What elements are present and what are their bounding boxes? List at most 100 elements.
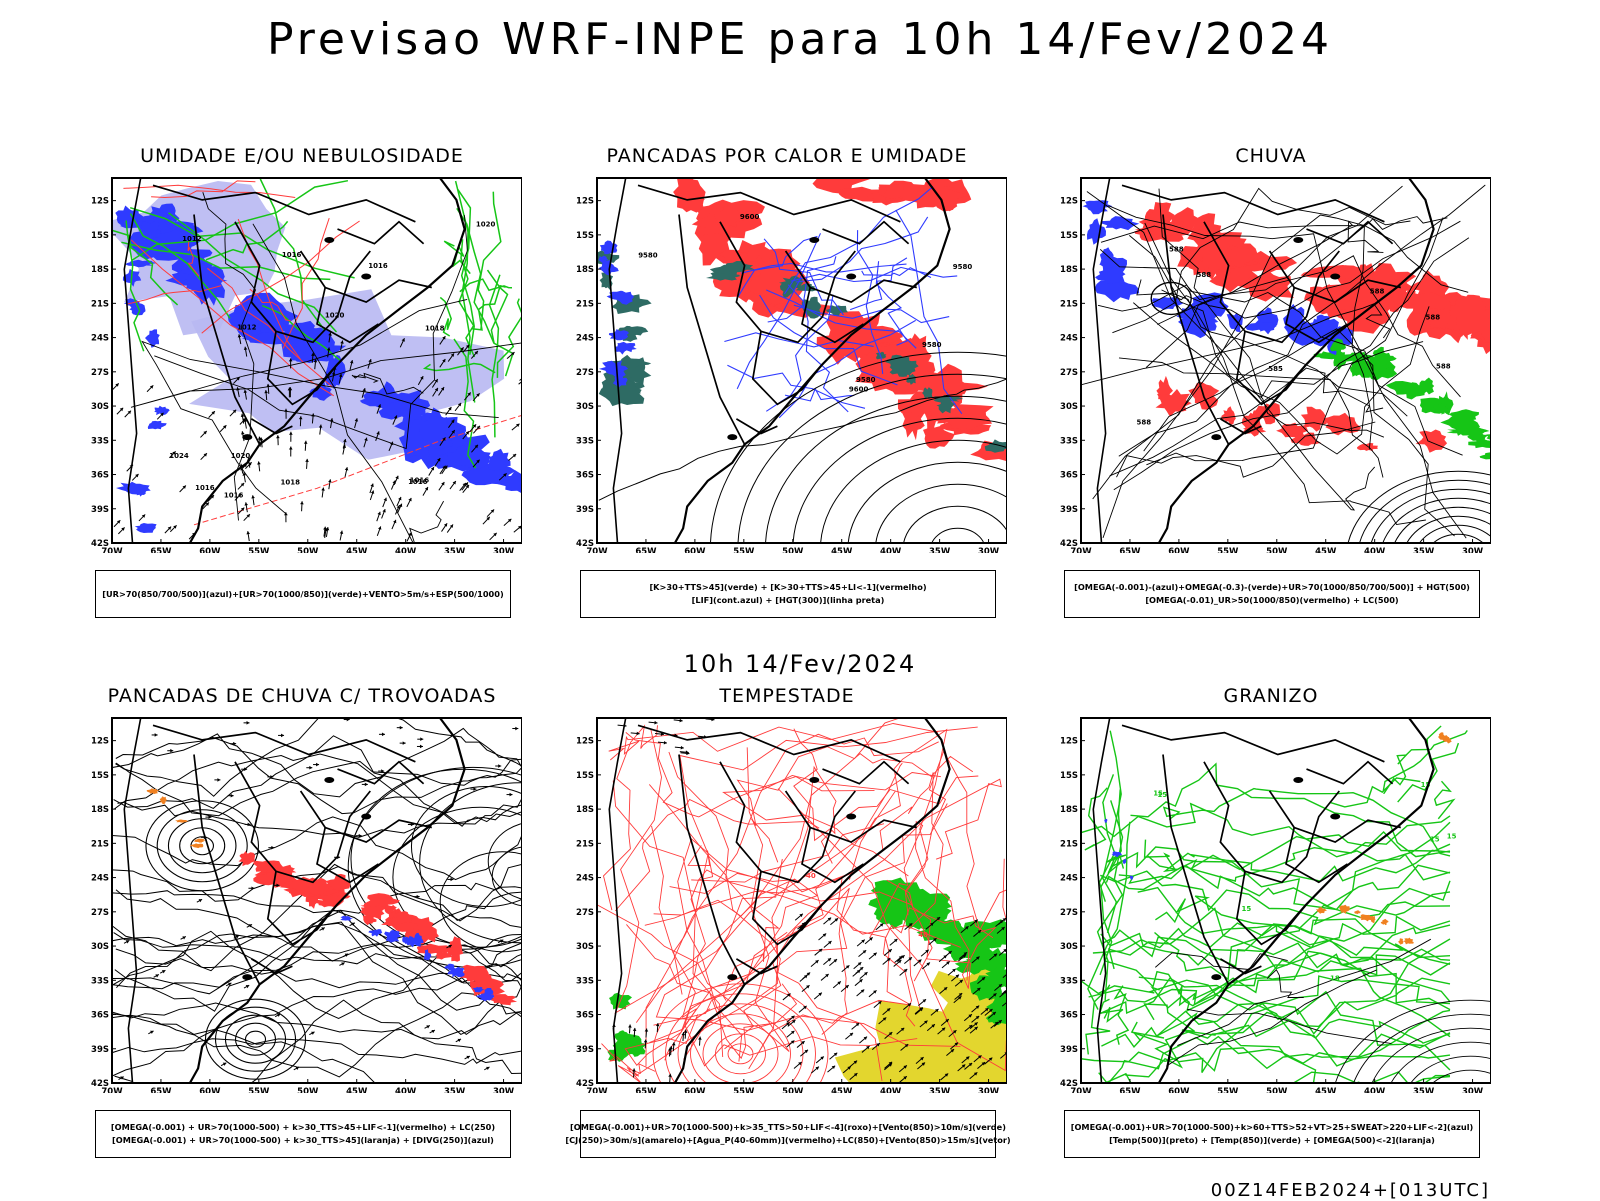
lon-label: 45W [1315, 1087, 1337, 1093]
contour-label: 18 [1330, 975, 1340, 983]
forecast-time-label: 10h 14/Fev/2024 [0, 650, 1600, 678]
temp500-contour [1267, 970, 1304, 998]
lon-label: 35W [929, 1087, 951, 1093]
hail-area [1104, 819, 1107, 823]
lat-label: 39S [1060, 505, 1078, 515]
temp850-contour [1384, 755, 1407, 794]
lon-label: 40W [880, 547, 902, 553]
omega-area [1403, 938, 1414, 945]
hgt300-contour [848, 462, 1007, 553]
lc850-contour [691, 1014, 791, 1093]
lon-label: 60W [199, 547, 221, 553]
lat-label: 15S [576, 771, 594, 781]
lon-label: 40W [1364, 1087, 1386, 1093]
lat-label: 27S [91, 368, 109, 378]
lat-label: 36S [1060, 471, 1078, 481]
lat-label: 30S [576, 402, 594, 412]
map-layer [107, 713, 523, 1093]
contour-label: 588 [1196, 271, 1211, 279]
wind-vector [633, 1028, 637, 1031]
wind-vector [345, 467, 349, 470]
lake [1293, 237, 1303, 243]
lat-label: 33S [576, 976, 594, 986]
lat-label: 33S [91, 436, 109, 446]
contour-label: 588 [1370, 288, 1385, 296]
wind-vector [257, 461, 261, 464]
lon-label: 70W [586, 547, 608, 553]
lat-label: 21S [91, 839, 109, 849]
lat-label: 30S [91, 402, 109, 412]
lat-label: 18S [1060, 805, 1078, 815]
hgt500-contour [1346, 471, 1491, 553]
lat-label: 39S [576, 505, 594, 515]
wind-vector [644, 1039, 648, 1042]
lon-label: 40W [395, 1087, 417, 1093]
streamline-arrow [400, 726, 403, 730]
lon-label: 50W [782, 547, 804, 553]
lon-label: 45W [831, 1087, 853, 1093]
lon-label: 60W [1168, 547, 1190, 553]
lake [242, 434, 252, 440]
lat-label: 24S [91, 334, 109, 344]
contour-label: 1016 [368, 262, 388, 270]
streamline-arrow [420, 745, 423, 749]
wind-vector [668, 1074, 672, 1077]
lat-label: 12S [576, 197, 594, 207]
wind-vector [289, 432, 293, 435]
lc850-contour [794, 729, 979, 841]
contour-label: 9580 [856, 376, 876, 384]
lat-label: 27S [576, 908, 594, 918]
contour-label: 1024 [169, 452, 189, 460]
lon-label: 45W [346, 1087, 368, 1093]
wind-vector [628, 1024, 632, 1027]
country-border [736, 419, 777, 434]
streamline-arrow [420, 737, 423, 741]
streamline-arrow [247, 721, 250, 725]
streamline [111, 993, 522, 1077]
lat-label: 33S [576, 436, 594, 446]
wind-vector [300, 501, 304, 504]
panel-title: UMIDADE E/OU NEBULOSIDADE [82, 145, 522, 167]
rain-area-blue [1101, 216, 1139, 230]
lake [727, 974, 737, 980]
streamline [118, 798, 523, 837]
legend-line-1: [OMEGA(-0.001)-(azul)+OMEGA(-0.3)-(verde… [1074, 581, 1470, 594]
lat-label: 15S [576, 231, 594, 241]
contour-label: 9580 [638, 251, 658, 259]
lon-label: 35W [1413, 547, 1435, 553]
lc850-contour [738, 714, 913, 863]
contour-label: 9580 [922, 341, 942, 349]
contour-label: 40 [918, 931, 928, 939]
lat-label: 15S [91, 231, 109, 241]
rain-area-red [1357, 443, 1378, 451]
wind-vector [698, 1037, 702, 1040]
lat-label: 12S [91, 197, 109, 207]
streamline-arrow [510, 793, 513, 797]
lake [324, 237, 334, 243]
lat-label: 24S [576, 874, 594, 884]
lon-label: 30W [493, 547, 515, 553]
contour-label: 9600 [849, 385, 869, 393]
lat-label: 21S [91, 299, 109, 309]
lat-label: 21S [576, 839, 594, 849]
lon-label: 65W [635, 1087, 657, 1093]
convection-area [147, 788, 160, 794]
lon-label: 55W [733, 547, 755, 553]
hail-area [1130, 875, 1133, 880]
lat-label: 30S [91, 942, 109, 952]
temp850-contour [1134, 1014, 1450, 1093]
map-frame [1081, 718, 1491, 1083]
lake [1211, 434, 1221, 440]
streamline-arrow [309, 766, 312, 770]
contour-label: 1016 [195, 484, 215, 492]
contour-label: 588 [1169, 245, 1184, 253]
wind-vector [672, 1042, 676, 1045]
contour-label: 15 [1447, 833, 1457, 841]
lon-label: 65W [635, 547, 657, 553]
panel-legend: [K>30+TTS>45](verde) + [K>30+TTS>45+LI<-… [580, 570, 996, 618]
lat-label: 39S [576, 1045, 594, 1055]
contour-label: 1012 [182, 235, 202, 243]
